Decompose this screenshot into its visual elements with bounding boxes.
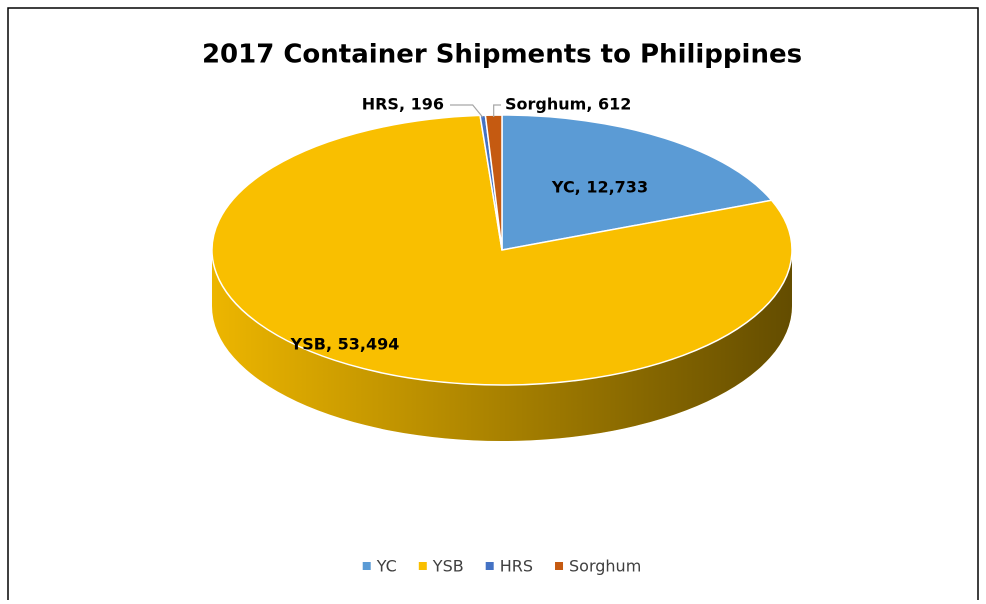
legend-label: YSB xyxy=(432,557,464,576)
chart-title: 2017 Container Shipments to Philippines xyxy=(202,40,802,70)
slice-side-shade xyxy=(212,250,792,441)
leader-line xyxy=(493,104,501,118)
legend: YC YSB HRS Sorghum xyxy=(362,557,641,576)
labels: YC, 12,733 YSB, 53,494 HRS, 196 Sorghum, 61… xyxy=(290,95,648,354)
data-label: YC, 12,733 xyxy=(551,178,648,197)
legend-label: YC xyxy=(376,557,397,576)
legend-swatch xyxy=(555,562,564,570)
data-label: Sorghum, 612 xyxy=(505,95,631,114)
legend-swatch xyxy=(362,562,371,570)
slice xyxy=(501,114,774,251)
leader-line xyxy=(450,104,484,118)
data-label: YSB, 53,494 xyxy=(290,335,400,354)
legend-swatch xyxy=(418,562,427,570)
legend-label: Sorghum xyxy=(569,557,641,576)
legend-label: HRS xyxy=(500,557,533,576)
slice xyxy=(211,114,793,386)
data-label: HRS, 196 xyxy=(362,95,444,114)
legend-swatch xyxy=(485,562,494,570)
pie xyxy=(211,114,793,441)
